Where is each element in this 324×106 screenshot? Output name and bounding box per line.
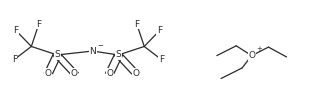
Text: O: O bbox=[248, 51, 255, 60]
Text: F: F bbox=[159, 55, 164, 64]
Text: +: + bbox=[257, 46, 262, 52]
Text: O: O bbox=[132, 69, 139, 78]
Text: N: N bbox=[89, 47, 96, 56]
Text: −: − bbox=[97, 43, 103, 49]
Text: F: F bbox=[134, 20, 139, 29]
Text: F: F bbox=[157, 26, 162, 35]
Text: O: O bbox=[71, 69, 78, 78]
Text: F: F bbox=[14, 26, 19, 35]
Text: F: F bbox=[36, 20, 41, 29]
Text: S: S bbox=[116, 50, 121, 59]
Text: F: F bbox=[12, 55, 17, 64]
Text: S: S bbox=[54, 50, 60, 59]
Text: O: O bbox=[45, 69, 52, 78]
Text: O: O bbox=[106, 69, 113, 78]
